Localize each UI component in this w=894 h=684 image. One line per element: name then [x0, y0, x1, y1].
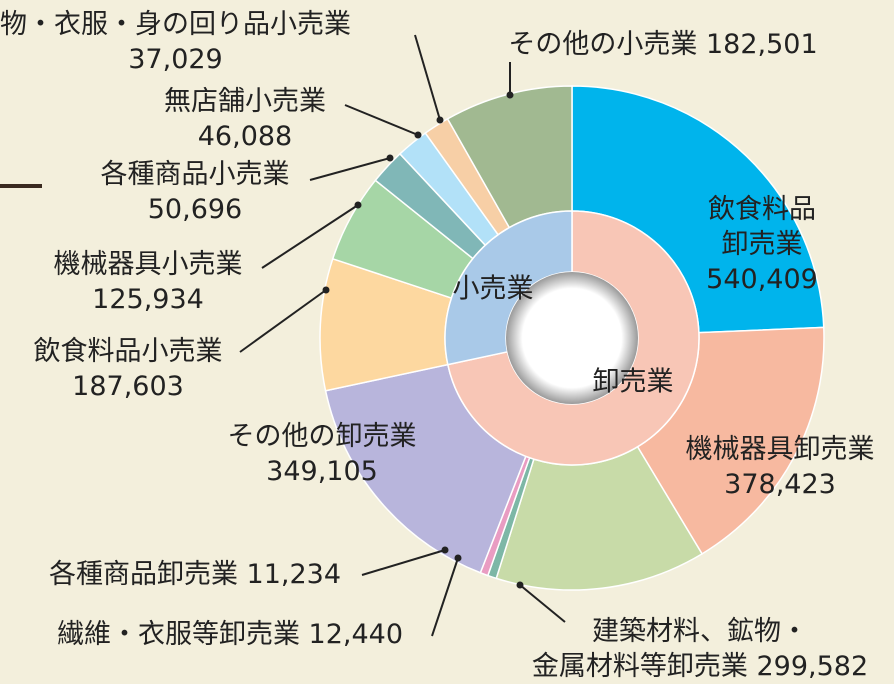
- segment-label: 飲食料品小売業 187,603: [34, 334, 223, 404]
- segment-value: 37,029: [128, 44, 223, 75]
- segment-value: 299,582: [756, 651, 869, 682]
- hole: [506, 272, 638, 404]
- leader: [431, 557, 459, 637]
- leader: [309, 157, 391, 181]
- inner-label: 卸売業: [593, 367, 674, 398]
- leader-dot: [414, 131, 422, 139]
- leader: [519, 584, 566, 623]
- leader-dot: [506, 91, 514, 99]
- segment-name: 飲食料品 卸売業: [708, 194, 816, 260]
- segment-value: 12,440: [308, 619, 404, 650]
- segment-label: 機械器具小売業 125,934: [54, 247, 243, 317]
- leader-dot: [386, 154, 394, 162]
- segment-name: 無店舗小売業: [164, 86, 326, 117]
- segment-name: 飲食料品小売業: [33, 336, 223, 367]
- segment-label: 建築材料、鉱物・ 金属材料等卸売業 299,582: [532, 614, 868, 684]
- leader: [344, 104, 419, 136]
- leader-dot: [516, 581, 524, 589]
- segment-name: その他の小売業: [508, 29, 698, 60]
- segment-label: その他の卸売業 349,105: [228, 419, 417, 489]
- leader-dot: [354, 201, 362, 209]
- segment-label: 繊維・衣服等卸売業 12,440: [57, 617, 403, 652]
- segment-name: 機械器具小売業: [53, 249, 243, 280]
- segment-value: 540,409: [706, 264, 818, 295]
- leader-dot: [436, 116, 444, 124]
- segment-name: 物・衣服・身の回り品小売業: [0, 9, 351, 40]
- segment-name: 各種商品小売業: [100, 159, 290, 190]
- segment-value: 187,603: [72, 371, 184, 402]
- segment-value: 378,423: [724, 469, 836, 500]
- segment-name: 各種商品卸売業: [48, 559, 238, 590]
- inner-label: 小売業: [453, 274, 534, 305]
- leader: [261, 204, 359, 269]
- segment-name: 機械器具卸売業: [685, 434, 875, 465]
- leader-dot: [322, 286, 330, 294]
- rings: [319, 85, 825, 591]
- segment-name: その他の卸売業: [227, 421, 417, 452]
- segment-value: 46,088: [197, 121, 293, 152]
- segment-label: 各種商品卸売業 11,234: [49, 557, 341, 592]
- leader-dot: [441, 546, 449, 554]
- segment-label: 各種商品小売業 50,696: [101, 157, 290, 227]
- segment-value: 11,234: [246, 559, 342, 590]
- leader-lines: [239, 34, 566, 637]
- leader: [414, 34, 441, 121]
- leader: [361, 549, 446, 576]
- leader-dot: [454, 554, 462, 562]
- segment-label: 飲食料品 卸売業 540,409: [706, 192, 818, 297]
- segment-value: 125,934: [92, 284, 204, 315]
- segment-label: 機械器具卸売業 378,423: [686, 432, 875, 502]
- leader: [239, 289, 327, 353]
- segment-name: 建築材料、鉱物・ 金属材料等卸売業: [531, 616, 808, 682]
- segment-value: 349,105: [266, 456, 378, 487]
- segment-value: 50,696: [147, 194, 243, 225]
- segment-value: 182,501: [705, 29, 818, 60]
- segment-label: 無店舗小売業 46,088: [164, 84, 326, 154]
- segment-label: 物・衣服・身の回り品小売業 37,029: [0, 7, 351, 77]
- segment-label: その他の小売業 182,501: [508, 27, 817, 62]
- segment-name: 繊維・衣服等卸売業: [56, 619, 300, 650]
